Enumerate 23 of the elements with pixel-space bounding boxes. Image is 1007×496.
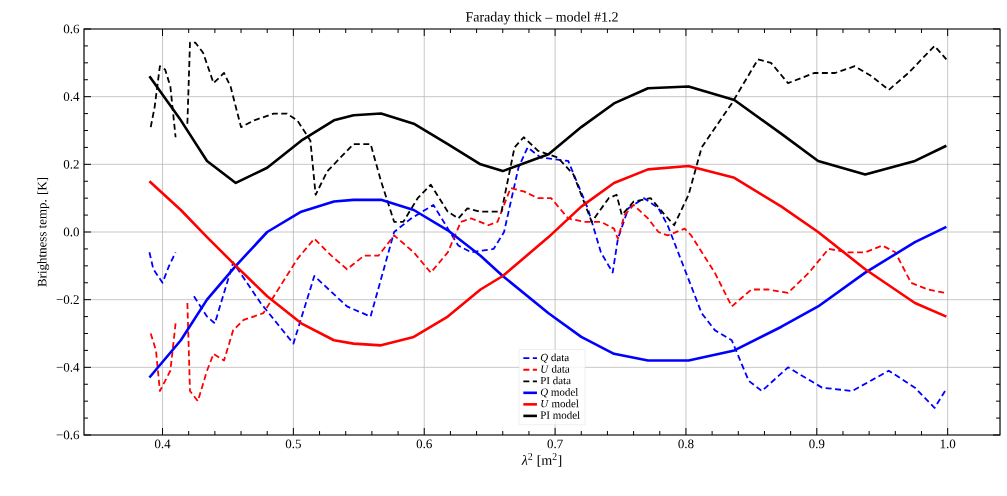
y-tick-label: 0.6 — [63, 24, 80, 34]
x-tick-label: 0.6 — [416, 439, 432, 449]
x-tick-label: 0.4 — [154, 439, 171, 449]
legend-label: Q data — [540, 353, 570, 363]
y-tick-label: −0.4 — [56, 362, 80, 372]
y-tick-label: 0.2 — [63, 159, 79, 169]
legend-label: PI data — [540, 376, 571, 385]
x-tick-label: 0.8 — [678, 439, 694, 449]
x-tick-label: 0.7 — [547, 439, 563, 449]
legend-label: PI model — [540, 411, 580, 419]
x-tick-label: 0.5 — [285, 439, 301, 449]
y-tick-label: −0.2 — [56, 295, 79, 305]
x-tick-label: 1.0 — [940, 439, 956, 449]
legend-label: U model — [541, 399, 579, 408]
y-axis-title: Brightness temp. [K] — [37, 177, 50, 287]
legend-label: Q model — [540, 388, 579, 398]
legend-label: U data — [541, 364, 570, 373]
chart-title: Faraday thick – model #1.2 — [465, 11, 618, 25]
x-axis-title: λ$^{2}$ [m$^{2}$] — [521, 453, 562, 467]
y-tick-label: 0.4 — [63, 92, 80, 102]
x-tick-label: 0.9 — [809, 439, 825, 449]
y-tick-label: −0.6 — [56, 430, 80, 440]
y-tick-label: 0.0 — [63, 227, 79, 237]
